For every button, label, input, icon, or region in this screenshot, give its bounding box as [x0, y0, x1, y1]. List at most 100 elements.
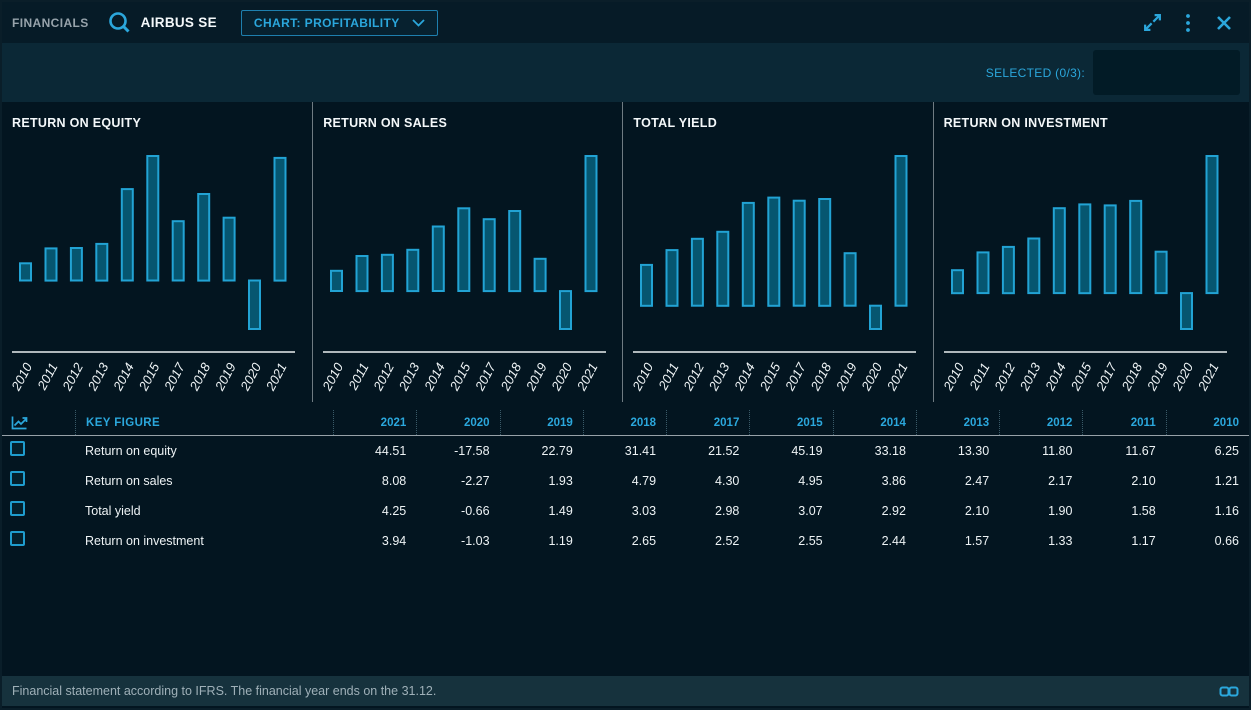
bar-2011 [44, 247, 58, 282]
x-axis-label-2018: 2018 [807, 360, 835, 394]
table-row-return-on-investment: Return on investment 3.94 -1.03 1.19 2.65 2.5… [2, 526, 1249, 556]
value-cell: 1.49 [548, 504, 573, 518]
value-cell: -17.58 [454, 444, 490, 458]
key-figure-label: Return on sales [85, 474, 173, 488]
kebab-menu-button[interactable] [1175, 10, 1201, 36]
x-axis-label-2021: 2021 [1194, 360, 1221, 393]
year-header-2020: 2020 [416, 410, 499, 435]
x-axis-label-2018: 2018 [186, 360, 214, 394]
bar-2014 [120, 188, 134, 282]
x-axis-label-2011: 2011 [965, 360, 992, 393]
bar-2010 [950, 269, 964, 295]
x-axis-label-2019: 2019 [1143, 360, 1170, 393]
value-cell: 11.67 [1125, 444, 1156, 458]
value-cell: 4.79 [631, 474, 657, 488]
row-checkbox-return-on-investment[interactable] [10, 531, 25, 546]
value-cell: 6.25 [1214, 444, 1239, 458]
year-header-2013: 2013 [915, 410, 999, 435]
top-bar: FINANCIALS AIRBUS SE CHART: PROFITABILIT… [2, 2, 1249, 43]
bar-2019 [843, 252, 857, 307]
company-name: AIRBUS SE [140, 15, 217, 30]
x-axis-label-2018: 2018 [497, 360, 525, 394]
bar-2021 [894, 155, 908, 307]
table-row-return-on-equity: Return on equity 44.51 -17.58 22.79 31.41 21.… [2, 436, 1249, 466]
x-axis-label-2019: 2019 [523, 360, 550, 393]
bar-2013 [95, 242, 109, 282]
year-header-2010: 2010 [1165, 410, 1249, 435]
bar-2015 [1077, 203, 1091, 295]
value-cell: 2.44 [881, 534, 906, 548]
x-axis-label-2013: 2013 [84, 360, 112, 394]
x-axis-label-2013: 2013 [1016, 360, 1044, 394]
bar-2014 [1052, 207, 1066, 295]
x-axis-label-2019: 2019 [211, 360, 238, 393]
chart-type-dropdown[interactable]: CHART: PROFITABILITY [240, 9, 438, 36]
app-title: FINANCIALS [12, 15, 89, 30]
year-header-2018: 2018 [582, 410, 666, 435]
row-checkbox-return-on-sales[interactable] [10, 471, 25, 486]
value-cell: 1.33 [1048, 534, 1073, 548]
expand-button[interactable] [1139, 10, 1165, 36]
close-button[interactable] [1211, 10, 1237, 36]
bar-2013 [716, 230, 730, 307]
value-cell: 2.55 [798, 534, 823, 548]
value-cell: 22.79 [541, 444, 573, 458]
bar-2021 [584, 155, 598, 293]
table-header-row: KEY FIGURE 2021 2020 2019 2018 2017 2015 2014 2… [2, 410, 1249, 436]
value-cell: 1.16 [1214, 504, 1239, 518]
year-header-2019: 2019 [499, 410, 583, 435]
year-header-2012: 2012 [999, 410, 1082, 435]
bar-2013 [1026, 237, 1040, 295]
bar-2012 [691, 237, 705, 307]
value-cell: 8.08 [381, 474, 407, 488]
bar-2010 [330, 269, 344, 293]
value-cell: 2.98 [715, 504, 740, 518]
key-figure-label: Return on equity [85, 444, 177, 458]
value-cell: -2.27 [461, 474, 490, 488]
value-cell: 21.52 [708, 444, 740, 458]
value-cell: 2.10 [964, 504, 990, 518]
row-checkbox-return-on-equity[interactable] [10, 441, 25, 456]
x-axis-label-2012: 2012 [370, 360, 398, 394]
bar-2020 [248, 279, 261, 330]
bar-2018 [1128, 199, 1142, 295]
chart-panel-total-yield: TOTAL YIELD 2010 2011 2012 2013 2014 2015 2017… [622, 102, 932, 402]
x-axis-label-2018: 2018 [1118, 360, 1146, 394]
x-axis-label-2011: 2011 [655, 360, 682, 393]
value-cell: -0.66 [461, 504, 490, 518]
bar-2020 [559, 290, 573, 331]
bar-2021 [273, 156, 287, 282]
value-cell: 3.86 [881, 474, 906, 488]
x-axis-label-2014: 2014 [1041, 360, 1068, 393]
bar-2014 [742, 201, 756, 307]
bar-2015 [767, 196, 781, 307]
x-axis-label-2017: 2017 [161, 360, 189, 394]
x-axis-label-2020: 2020 [858, 360, 886, 394]
bar-2013 [406, 248, 420, 293]
x-axis-label-2021: 2021 [574, 360, 601, 393]
value-cell: 31.41 [624, 444, 657, 458]
charts-section: RETURN ON EQUITY 2010 2011 2012 2013 2014 201… [2, 102, 1249, 402]
bar-2010 [19, 262, 32, 282]
value-cell: -1.03 [461, 534, 490, 548]
bar-2011 [976, 251, 990, 295]
year-header-2017: 2017 [666, 410, 749, 435]
link-icon[interactable] [1219, 684, 1239, 699]
row-checkbox-total-yield[interactable] [10, 501, 25, 516]
value-cell: 1.90 [1048, 504, 1073, 518]
x-axis-label-2015: 2015 [1067, 360, 1095, 394]
value-cell: 4.25 [381, 504, 407, 518]
search-icon[interactable] [107, 10, 133, 36]
x-axis-label-2014: 2014 [421, 360, 448, 393]
year-header-2021: 2021 [333, 410, 416, 435]
value-cell: 13.30 [957, 444, 990, 458]
x-axis-label-2014: 2014 [731, 360, 758, 393]
value-cell: 4.95 [798, 474, 823, 488]
bar-2019 [222, 216, 236, 282]
bar-2017 [1103, 204, 1117, 295]
bar-2012 [69, 247, 83, 282]
trend-chart-icon [10, 414, 29, 431]
x-axis-label-2010: 2010 [12, 360, 36, 394]
selection-input[interactable] [1093, 50, 1240, 95]
